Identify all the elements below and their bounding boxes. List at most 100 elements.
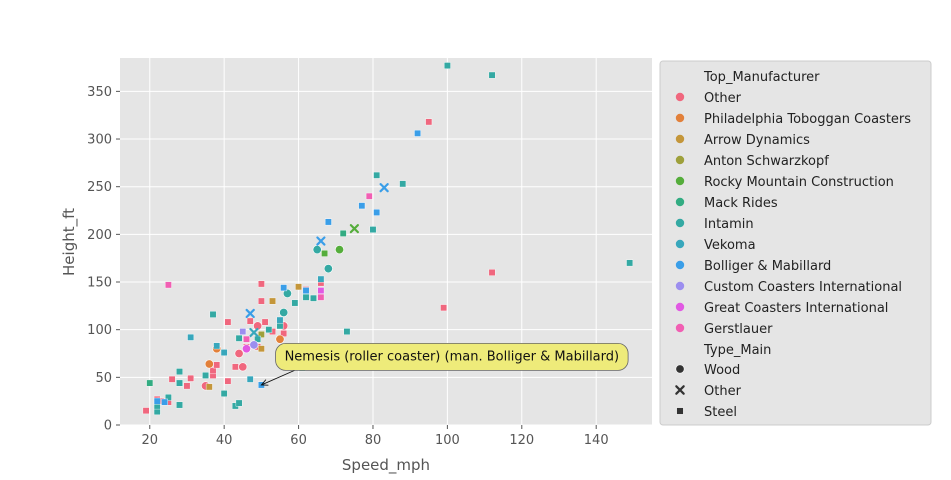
x-tick-label: 60 bbox=[290, 433, 307, 448]
data-point bbox=[282, 288, 292, 298]
data-point bbox=[302, 293, 310, 301]
data-point bbox=[358, 202, 366, 210]
x-tick-label: 120 bbox=[509, 433, 534, 448]
legend: Top_Manufacturer Other Philadelphia Tobog… bbox=[659, 60, 932, 426]
x-tick-label: 80 bbox=[365, 433, 382, 448]
legend-label: Arrow Dynamics bbox=[704, 133, 810, 148]
data-point bbox=[323, 264, 333, 274]
legend-label: Custom Coasters International bbox=[704, 280, 902, 295]
data-point bbox=[213, 342, 221, 350]
data-point bbox=[161, 398, 169, 406]
data-point bbox=[238, 362, 248, 372]
y-axis-ticks: 0 50 100 150 200 250 300 350 bbox=[87, 85, 120, 434]
data-point bbox=[176, 368, 183, 375]
legend-label: Wood bbox=[704, 363, 740, 378]
data-point bbox=[258, 331, 265, 338]
data-points bbox=[142, 62, 634, 416]
data-point bbox=[241, 344, 251, 354]
data-point bbox=[245, 308, 255, 319]
legend-label: Philadelphia Toboggan Coasters bbox=[704, 112, 911, 127]
data-point bbox=[302, 287, 310, 294]
legend-style-title: Type_Main bbox=[703, 343, 771, 358]
x-tick-label: 40 bbox=[216, 433, 233, 448]
legend-swatch bbox=[675, 155, 685, 165]
y-tick-label: 0 bbox=[104, 419, 112, 434]
legend-marker bbox=[676, 407, 684, 415]
data-point bbox=[321, 250, 328, 257]
data-point bbox=[235, 399, 243, 407]
y-tick-label: 50 bbox=[95, 371, 112, 386]
annotation-text: Nemesis (roller coaster) (man. Bolliger … bbox=[285, 349, 620, 364]
data-point bbox=[209, 367, 217, 375]
x-axis-ticks: 20 40 60 80 100 120 140 bbox=[141, 425, 609, 448]
data-point bbox=[176, 379, 183, 387]
y-tick-label: 100 bbox=[87, 323, 112, 338]
legend-label: Anton Schwarzkopf bbox=[704, 154, 829, 169]
x-tick-label: 140 bbox=[584, 433, 609, 448]
legend-swatch bbox=[675, 323, 685, 333]
legend-marker bbox=[675, 364, 685, 374]
data-point bbox=[280, 330, 288, 337]
data-point bbox=[153, 408, 161, 416]
data-point bbox=[164, 281, 172, 289]
x-tick-label: 100 bbox=[435, 433, 460, 448]
y-tick-label: 200 bbox=[87, 228, 112, 243]
legend-label: Other bbox=[704, 91, 742, 106]
legend-label: Gerstlauer bbox=[704, 322, 773, 337]
legend-frame bbox=[659, 60, 932, 426]
data-point bbox=[246, 375, 254, 383]
data-point bbox=[317, 287, 325, 294]
data-point bbox=[261, 318, 269, 326]
data-point bbox=[224, 318, 232, 326]
data-point bbox=[276, 316, 284, 324]
data-point bbox=[324, 218, 332, 226]
legend-hue-title: Top_Manufacturer bbox=[703, 70, 820, 85]
x-axis-label: Speed_mph bbox=[342, 456, 430, 475]
data-point bbox=[239, 328, 247, 335]
data-point bbox=[235, 334, 243, 342]
y-tick-label: 300 bbox=[87, 133, 112, 148]
data-point bbox=[334, 245, 344, 255]
annotation-arrow bbox=[261, 369, 295, 386]
data-point bbox=[231, 363, 239, 371]
data-point bbox=[164, 393, 172, 401]
legend-label: Rocky Mountain Construction bbox=[704, 175, 894, 190]
data-point bbox=[176, 401, 183, 409]
data-point bbox=[488, 269, 496, 276]
annotation-box bbox=[275, 342, 629, 371]
data-point bbox=[187, 333, 195, 341]
data-point bbox=[258, 345, 265, 353]
data-point bbox=[249, 340, 259, 350]
annotation: Nemesis (roller coaster) (man. Bolliger … bbox=[260, 342, 629, 386]
data-point bbox=[369, 226, 377, 233]
data-point bbox=[280, 284, 288, 292]
data-point bbox=[373, 171, 381, 179]
data-point bbox=[316, 236, 326, 246]
annotation-arrow-head bbox=[260, 379, 269, 386]
data-point bbox=[339, 230, 347, 237]
data-point bbox=[202, 372, 209, 379]
data-point bbox=[265, 326, 273, 334]
data-point bbox=[153, 397, 161, 405]
legend-swatch bbox=[675, 197, 685, 207]
legend-label: Intamin bbox=[704, 217, 754, 232]
data-point bbox=[246, 317, 254, 325]
data-point bbox=[425, 118, 433, 126]
data-point bbox=[209, 311, 217, 318]
data-point bbox=[168, 375, 176, 383]
data-point bbox=[220, 390, 228, 397]
y-tick-label: 250 bbox=[87, 180, 112, 195]
legend-swatch bbox=[675, 239, 685, 249]
data-point bbox=[258, 297, 265, 305]
x-tick-label: 20 bbox=[141, 433, 158, 448]
legend-label: Mack Rides bbox=[704, 196, 778, 211]
legend-label: Vekoma bbox=[704, 238, 756, 253]
data-point bbox=[142, 407, 150, 415]
data-point bbox=[276, 322, 284, 330]
legend-label: Steel bbox=[704, 405, 737, 420]
legend-label: Bolliger & Mabillard bbox=[704, 259, 831, 274]
legend-swatch bbox=[675, 134, 685, 144]
data-point bbox=[183, 382, 191, 390]
data-point bbox=[488, 71, 496, 79]
data-point bbox=[295, 283, 302, 291]
